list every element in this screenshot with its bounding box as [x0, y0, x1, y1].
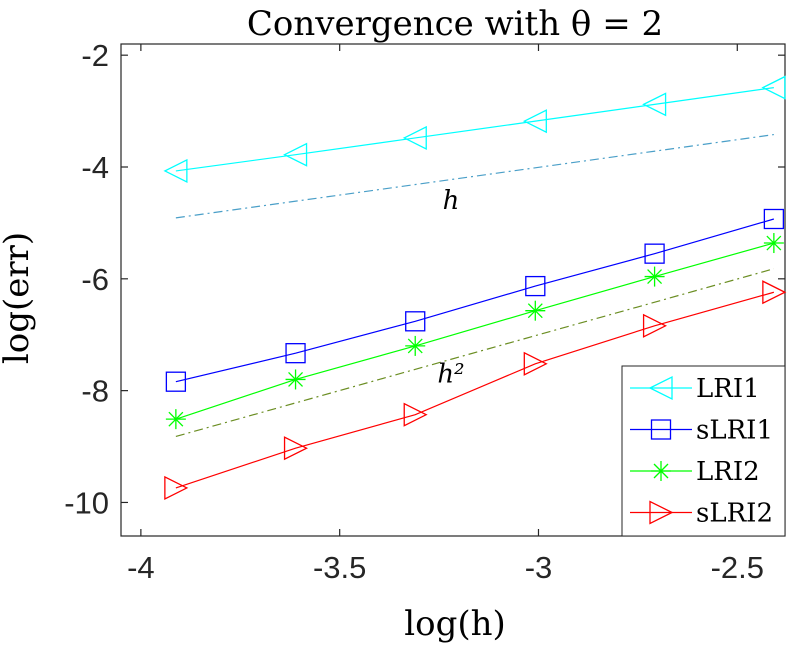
- series-line-slri1: [175, 218, 775, 383]
- plot-area: [120, 43, 786, 537]
- point-lri1-marker: [163, 158, 188, 183]
- point-slri1-marker: [644, 243, 665, 264]
- point-lri1-marker: [402, 125, 427, 150]
- legend-entry-lri2: LRI2: [630, 457, 760, 487]
- point-slri1-marker: [525, 275, 546, 297]
- reference-label-h2: h²: [437, 359, 464, 389]
- point-lri2-marker-stroke: [407, 338, 423, 354]
- x-axis-label: log(h): [404, 604, 506, 644]
- y-tick-label: -8: [81, 374, 109, 409]
- plot-frame: [120, 43, 786, 537]
- legend-label: LRI2: [696, 457, 760, 487]
- series-line-lri2: [175, 242, 775, 420]
- point-lri1-marker: [761, 75, 786, 100]
- point-lri2-marker-stroke: [647, 269, 663, 285]
- series-line-lri1: [175, 87, 774, 172]
- point-slri1-marker: [405, 311, 426, 332]
- legend-slri1-marker: [650, 419, 672, 440]
- point-slri1-marker: [763, 208, 785, 230]
- reference-line-h2: [175, 268, 775, 438]
- legend-lri2-marker: [651, 461, 671, 481]
- point-lri2-marker-stroke: [168, 411, 184, 427]
- y-axis-label: log(err): [0, 232, 37, 364]
- point-slri2-marker: [642, 313, 668, 338]
- legend-label: sLRI2: [696, 499, 773, 529]
- reference-line-h: [175, 133, 774, 219]
- legend-slri2-marker: [649, 500, 674, 525]
- legend-lri2-marker-stroke: [653, 463, 669, 479]
- x-tick-label: -3: [525, 550, 553, 585]
- y-tick-label: -6: [81, 262, 109, 297]
- legend-label: sLRI1: [696, 416, 773, 446]
- point-lri2-marker-stroke: [766, 235, 782, 251]
- legend-entry-lri1: LRI1: [630, 374, 760, 404]
- point-lri2-marker: [405, 335, 426, 356]
- legend-label: LRI1: [696, 374, 760, 404]
- series-lri1: [163, 75, 786, 183]
- series-lri2: [165, 233, 784, 430]
- point-slri2-marker: [283, 436, 309, 461]
- legend-entry-slri1: sLRI1: [630, 416, 773, 446]
- axis-layer: -4 -3.5 -3 -2.5 -2 -4 -6 -8 -10: [64, 38, 785, 585]
- point-lri1-marker: [642, 92, 667, 117]
- x-tick-label: -3.5: [313, 550, 366, 585]
- y-tick-label: -10: [64, 485, 109, 520]
- chart-title: Convergence with θ = 2: [247, 4, 663, 44]
- point-lri2-marker-stroke: [288, 371, 304, 387]
- point-slri1-marker: [165, 371, 187, 392]
- y-tick-label: -4: [81, 150, 109, 185]
- point-lri1-marker: [522, 109, 547, 134]
- reference-lines: h h²: [175, 133, 775, 438]
- series-layer: [163, 75, 787, 500]
- series-slri1: [165, 208, 785, 392]
- point-lri2-marker: [525, 300, 546, 321]
- point-lri2-marker-stroke: [527, 303, 543, 319]
- point-slri2-marker: [164, 475, 189, 500]
- point-lri2-marker: [763, 233, 784, 254]
- x-tick-label: -2.5: [711, 550, 764, 585]
- series-line-slri2: [175, 291, 775, 489]
- legend-box: [621, 365, 786, 537]
- point-slri1-marker: [285, 343, 306, 364]
- point-slri2-marker: [762, 280, 787, 305]
- legend-lri1-marker: [648, 375, 673, 401]
- series-slri2: [164, 280, 787, 500]
- point-lri2-marker: [285, 369, 306, 390]
- point-lri2-marker: [165, 409, 186, 430]
- point-lri1-marker: [283, 142, 308, 167]
- point-lri2-marker: [644, 266, 665, 287]
- y-tick-label: -2: [81, 38, 109, 73]
- point-slri2-marker: [523, 351, 548, 376]
- reference-label-h: h: [443, 186, 460, 216]
- point-slri2-marker: [403, 402, 428, 427]
- legend-entry-slri2: sLRI2: [630, 499, 773, 529]
- legend: LRI1 sLRI1 LRI2 sLRI2: [621, 365, 786, 537]
- x-tick-label: -4: [127, 550, 155, 585]
